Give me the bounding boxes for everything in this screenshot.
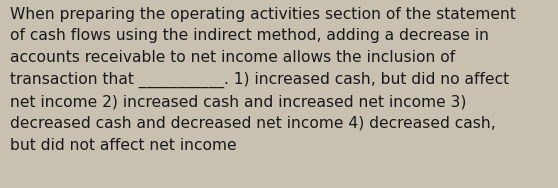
Text: When preparing the operating activities section of the statement
of cash flows u: When preparing the operating activities …	[10, 7, 516, 153]
